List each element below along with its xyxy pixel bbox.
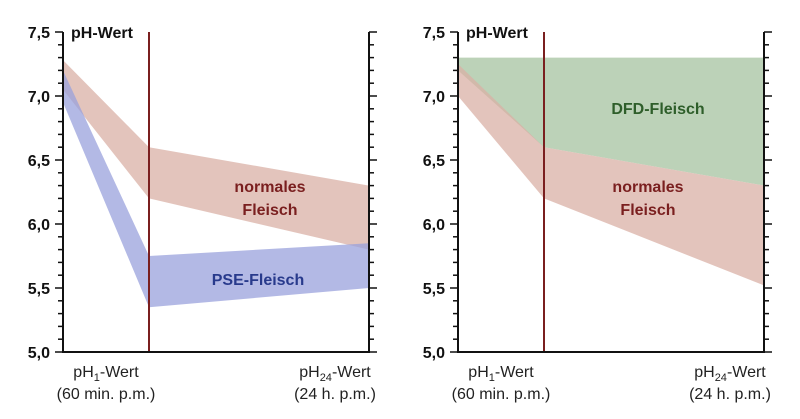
y-tick-label: 6,5 — [28, 153, 50, 170]
chart-panel-1: 5,0 5,5 6,0 6,5 7,0 7,5 pH-Wert pH1-Wert (60 min… — [28, 25, 377, 403]
y-axis-title: pH-Wert — [466, 25, 529, 42]
x-category-label: pH1-Wert — [468, 364, 534, 384]
series-label-normal: normales — [612, 179, 683, 196]
x-category-note: (24 h. p.m.) — [689, 386, 771, 403]
x-category-label: pH24-Wert — [694, 364, 766, 384]
x-category-label: pH1-Wert — [73, 364, 139, 384]
series-label-dfd: DFD-Fleisch — [611, 101, 704, 118]
y-tick-label: 5,5 — [423, 281, 445, 298]
x-category-label: pH24-Wert — [299, 364, 371, 384]
y-tick-label: 7,5 — [423, 25, 445, 42]
band-dfd — [458, 57, 764, 186]
y-tick-label: 7,5 — [28, 25, 50, 42]
y-tick-label: 6,5 — [423, 153, 445, 170]
y-tick-label: 6,0 — [28, 217, 50, 234]
y-tick-label: 7,0 — [28, 89, 50, 106]
series-label-normal: Fleisch — [620, 202, 675, 219]
band-normal — [458, 64, 764, 286]
chart-panel-2: 5,0 5,5 6,0 6,5 7,0 7,5 pH-Wert pH1-Wert (60 min… — [423, 25, 772, 403]
y-tick-label: 7,0 — [423, 89, 445, 106]
y-tick-label: 5,0 — [423, 345, 445, 362]
series-label-pse: PSE-Fleisch — [212, 272, 304, 289]
band-pse — [63, 70, 369, 308]
y-axis-title: pH-Wert — [71, 25, 134, 42]
x-category-note: (60 min. p.m.) — [452, 386, 551, 403]
y-tick-label: 5,0 — [28, 345, 50, 362]
y-tick-label: 5,5 — [28, 281, 50, 298]
series-label-normal: normales — [234, 179, 305, 196]
x-category-note: (24 h. p.m.) — [294, 386, 376, 403]
y-tick-label: 6,0 — [423, 217, 445, 234]
band-normal — [63, 60, 369, 250]
x-category-note: (60 min. p.m.) — [57, 386, 156, 403]
series-label-normal: Fleisch — [242, 202, 297, 219]
